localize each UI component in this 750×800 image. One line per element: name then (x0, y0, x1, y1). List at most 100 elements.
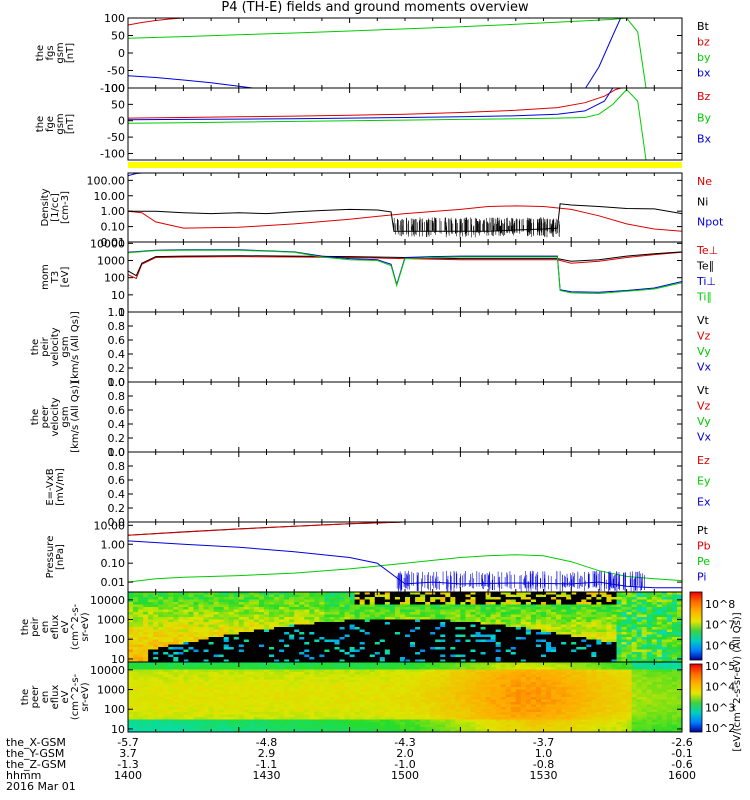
spectrogram-cell (253, 719, 260, 723)
spectrogram-cell (173, 692, 179, 696)
spectrogram-cell (173, 699, 179, 703)
spectrogram-cell (591, 617, 597, 621)
spectrogram-cell (158, 627, 164, 631)
spectrogram-cell (546, 597, 552, 601)
spectrogram-cell (233, 719, 240, 723)
spectrogram-cell (490, 612, 497, 616)
spectrogram-cell (213, 602, 220, 606)
spectrogram-cell (611, 607, 618, 611)
spectrogram-cell (258, 712, 265, 716)
spectrogram-cell (178, 592, 184, 596)
spectrogram-cell (500, 659, 507, 662)
spectrogram-cell (540, 637, 547, 641)
spectrogram-cell (304, 622, 310, 626)
spectrogram-cell (490, 607, 497, 611)
spectrogram-cell (571, 604, 577, 608)
spectrogram-cell (369, 597, 376, 601)
spectrogram-cell (651, 657, 658, 661)
spectrogram-cell (379, 599, 386, 603)
spectrogram-cell (405, 612, 411, 616)
spectrogram-cell (475, 597, 482, 601)
spectrogram-cell (510, 639, 517, 643)
legend-peer-vel-Vz: Vz (697, 400, 711, 413)
spectrogram-cell (616, 624, 623, 628)
spectrogram-cell (263, 692, 270, 696)
spectrogram-cell (243, 642, 250, 646)
spectrogram-cell (128, 692, 134, 696)
spectrogram-cell (203, 729, 210, 732)
spectrogram-cell (183, 664, 190, 668)
spectrogram-cell (203, 709, 210, 713)
spectrogram-cell (208, 679, 215, 683)
spectrogram-cell (465, 642, 472, 646)
spectrogram-cell (248, 722, 255, 726)
spectrogram-cell (243, 624, 250, 628)
spectrogram-cell (263, 669, 270, 673)
spectrogram-cell (581, 602, 587, 606)
spectrogram-cell (173, 592, 179, 596)
spectrogram-cell (676, 597, 682, 601)
spectrogram-cell (601, 619, 608, 623)
spectrogram-cell (148, 619, 154, 623)
spectrogram-cell (520, 604, 527, 608)
spectrogram-cell (566, 657, 572, 661)
spectrogram-cell (133, 727, 139, 731)
spectrogram-cell (198, 659, 205, 662)
y-tick-label: 10000 (90, 594, 125, 607)
spectrogram-cell (606, 607, 613, 611)
spectrogram-cell (263, 694, 270, 698)
spectrogram-cell (279, 669, 285, 673)
spectrogram-cell (223, 679, 230, 683)
spectrogram-cell (626, 597, 633, 601)
spectrogram-cell (661, 624, 668, 628)
spectrogram-cell (465, 597, 472, 601)
spectrogram-cell (606, 659, 613, 662)
spectrogram-cell (233, 609, 240, 613)
spectrogram-cell (656, 592, 663, 596)
spectrogram-cell (344, 619, 351, 623)
spectrogram-cell (263, 617, 270, 621)
spectrogram-cell (148, 652, 154, 656)
spectrogram-cell (666, 654, 673, 658)
spectrogram-cell (651, 597, 658, 601)
spectrogram-cell (299, 642, 305, 646)
spectrogram-cell (349, 639, 356, 643)
spectrogram-cell (606, 624, 613, 628)
spectrogram-cell (138, 629, 144, 633)
spectrogram-cell (153, 634, 159, 638)
spectrogram-cell (208, 652, 215, 656)
spectrogram-cell (258, 702, 265, 706)
spectrogram-cell (405, 649, 411, 653)
spectrogram-cell (153, 667, 159, 671)
series-density-Ni (128, 203, 682, 232)
spectrogram-cell (666, 619, 673, 623)
spectrogram-cell (495, 647, 502, 651)
spectrogram-cell (193, 662, 200, 666)
spectrogram-cell (203, 592, 210, 596)
spectrogram-cell (213, 702, 220, 706)
spectrogram-cell (223, 699, 230, 703)
spectrogram-cell (339, 629, 346, 633)
spectrogram-cell (243, 694, 250, 698)
spectrogram-cell (480, 644, 487, 648)
spectrogram-cell (460, 654, 467, 658)
spectrogram-cell (163, 639, 169, 643)
spectrogram-cell (289, 649, 295, 653)
spectrogram-cell (389, 617, 396, 621)
spectrogram-cell (243, 592, 250, 596)
spectrogram-cell (223, 639, 230, 643)
y-tick-label: 0.01 (101, 576, 126, 589)
spectrogram-cell (279, 629, 285, 633)
spectrogram-cell (349, 597, 356, 601)
spectrogram-cell (253, 637, 260, 641)
spectrogram-cell (153, 642, 159, 646)
spectrogram-cell (470, 602, 477, 606)
spectrogram-cell (258, 602, 265, 606)
spectrogram-cell (324, 599, 331, 603)
spectrogram-cell (420, 627, 426, 631)
spectrogram-cell (359, 619, 366, 623)
spectrogram-cell (228, 619, 235, 623)
spectrogram-cell (525, 597, 532, 601)
spectrogram-cell (646, 654, 653, 658)
y-axis-label: [nT] (65, 114, 76, 134)
